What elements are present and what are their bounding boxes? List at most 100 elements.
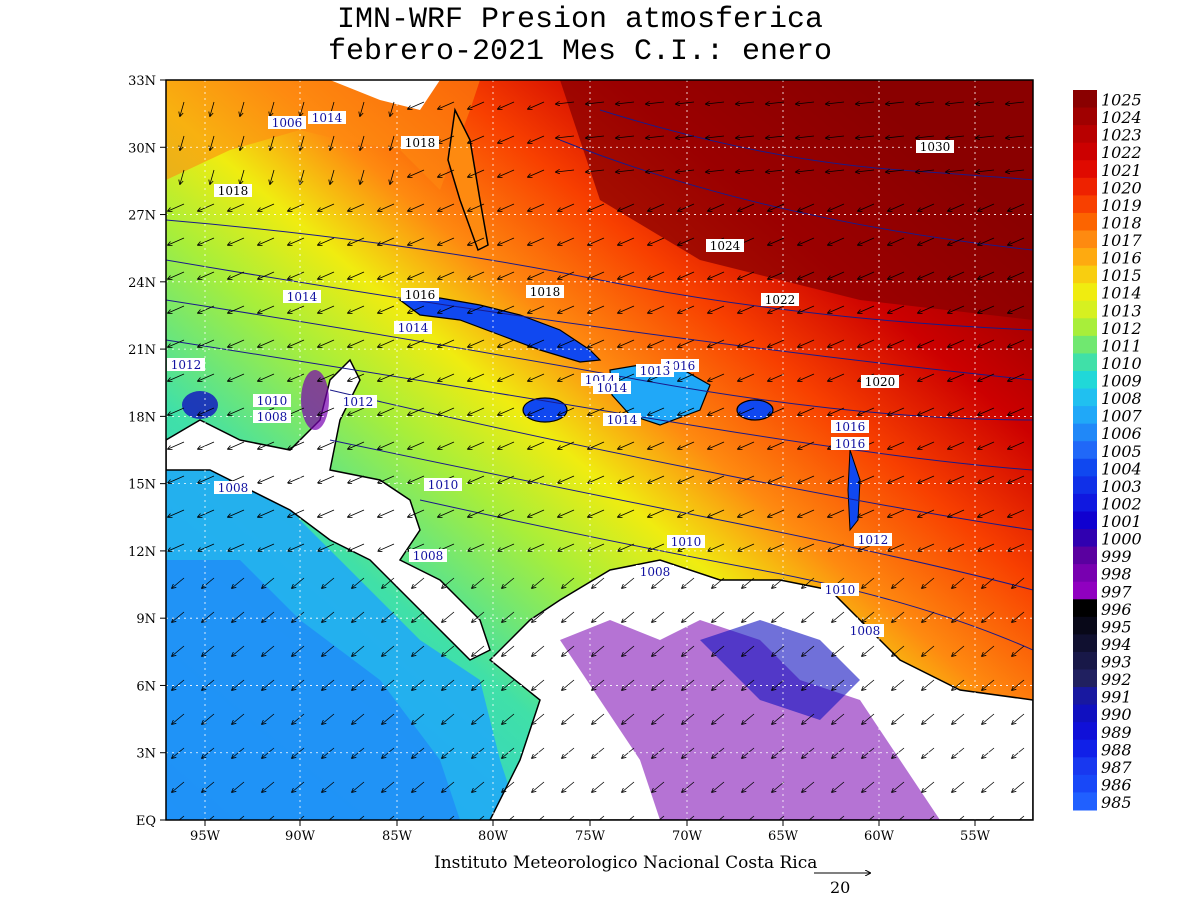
wind-arrow — [168, 543, 185, 551]
wind-arrow — [378, 203, 395, 211]
wind-arrow — [1008, 407, 1025, 415]
wind-arrow — [322, 713, 335, 724]
wind-arrow — [798, 543, 815, 551]
colorbar-swatch — [1073, 318, 1097, 337]
south-america-low-zone — [560, 620, 940, 820]
wind-arrow — [318, 339, 335, 347]
wind-arrow — [748, 815, 755, 820]
wind-arrow — [258, 543, 275, 551]
plot-area: 1030 1024 1022 1020 1018 1018 1018 1016 1016 1016… — [166, 80, 1033, 820]
lon-label: 65W — [768, 829, 799, 844]
wind-arrow — [322, 611, 335, 622]
wind-arrow — [778, 815, 785, 820]
wind-arrow — [528, 373, 545, 381]
wind-arrow — [1006, 136, 1025, 138]
isobar-label-bg — [253, 410, 291, 423]
wind-arrow — [918, 441, 935, 449]
wind-arrow — [1008, 271, 1025, 279]
wind-arrow — [652, 577, 665, 588]
wind-arrow — [300, 135, 305, 150]
isobar-label: 1016 — [835, 437, 866, 451]
wind-arrow — [532, 611, 545, 622]
wind-arrow — [828, 543, 845, 551]
wind-arrow — [168, 203, 185, 211]
wind-arrow — [498, 135, 515, 143]
north-land-shade — [166, 80, 480, 190]
wind-arrow — [736, 136, 755, 138]
wind-arrow — [390, 101, 395, 116]
wind-arrow — [652, 611, 665, 622]
wind-arrow — [616, 136, 635, 138]
colorbar-label: 1018 — [1101, 213, 1142, 232]
wind-arrow — [468, 169, 485, 177]
colorbar-swatch — [1073, 177, 1097, 196]
wind-arrow — [502, 679, 515, 690]
wind-arrow — [348, 543, 365, 551]
wind-arrow — [292, 679, 305, 690]
colorbar-swatch — [1073, 669, 1097, 688]
lon-label: 60W — [864, 829, 895, 844]
wind-arrow — [1012, 781, 1025, 792]
wind-arrow — [228, 441, 245, 449]
wind-arrow — [646, 136, 665, 138]
colorbar-swatch — [1073, 90, 1097, 109]
jamaica-island — [522, 397, 568, 423]
wind-arrow — [948, 203, 965, 211]
colorbar-swatch — [1073, 125, 1097, 144]
wind-arrow — [768, 203, 785, 211]
wind-arrow — [796, 102, 815, 104]
wind-arrow — [738, 441, 755, 449]
wind-arrow — [528, 543, 545, 551]
wind-arrow — [412, 713, 425, 724]
wind-arrow — [168, 339, 185, 347]
colorbar-swatch — [1073, 283, 1097, 302]
colorbar-swatch — [1073, 493, 1097, 512]
isobar-label-bg — [394, 321, 432, 334]
wind-vectors — [168, 101, 1025, 820]
wind-arrow — [796, 170, 815, 172]
wind-arrow — [382, 679, 395, 690]
wind-arrow — [270, 169, 275, 184]
lon-label: 70W — [672, 829, 703, 844]
wind-arrow — [742, 679, 755, 690]
wind-arrow — [856, 170, 875, 172]
wind-arrow — [502, 645, 515, 656]
wind-arrow — [232, 577, 245, 588]
wind-arrow — [1012, 611, 1025, 622]
wind-arrow — [832, 679, 845, 690]
wind-arrow — [288, 271, 305, 279]
isobar-label: 1020 — [865, 375, 896, 389]
colorbar-label: 1016 — [1101, 249, 1142, 268]
venezuela-low-zone — [700, 620, 860, 720]
wind-arrow — [948, 305, 965, 313]
colorbar-swatch — [1073, 142, 1097, 161]
wind-arrow — [562, 611, 575, 622]
lat-label: 6N — [136, 679, 156, 694]
wind-arrow — [982, 713, 995, 724]
wind-arrow — [888, 339, 905, 347]
isobar-label: 1030 — [920, 140, 951, 154]
wind-arrow — [288, 509, 305, 517]
wind-arrow — [556, 136, 575, 138]
colorbar-swatch — [1073, 300, 1097, 319]
wind-arrow — [916, 170, 935, 172]
wind-arrow — [556, 170, 575, 172]
wind-arrow — [802, 577, 815, 588]
wind-arrow — [418, 815, 425, 820]
wind-arrow — [300, 101, 305, 116]
wind-arrow — [622, 611, 635, 622]
wind-arrow — [352, 611, 365, 622]
wind-arrow — [798, 407, 815, 415]
wind-arrow — [1008, 475, 1025, 483]
wind-arrow — [952, 679, 965, 690]
wind-arrow — [588, 475, 605, 483]
wind-arrow — [922, 679, 935, 690]
wind-arrow — [438, 203, 455, 211]
wind-arrow — [498, 101, 515, 109]
isobar-label-bg — [526, 285, 564, 298]
wind-arrow — [676, 170, 695, 172]
puerto-rico-island — [736, 399, 774, 421]
wind-arrow — [448, 815, 455, 820]
wind-arrow — [678, 441, 695, 449]
wind-arrow — [648, 237, 665, 245]
